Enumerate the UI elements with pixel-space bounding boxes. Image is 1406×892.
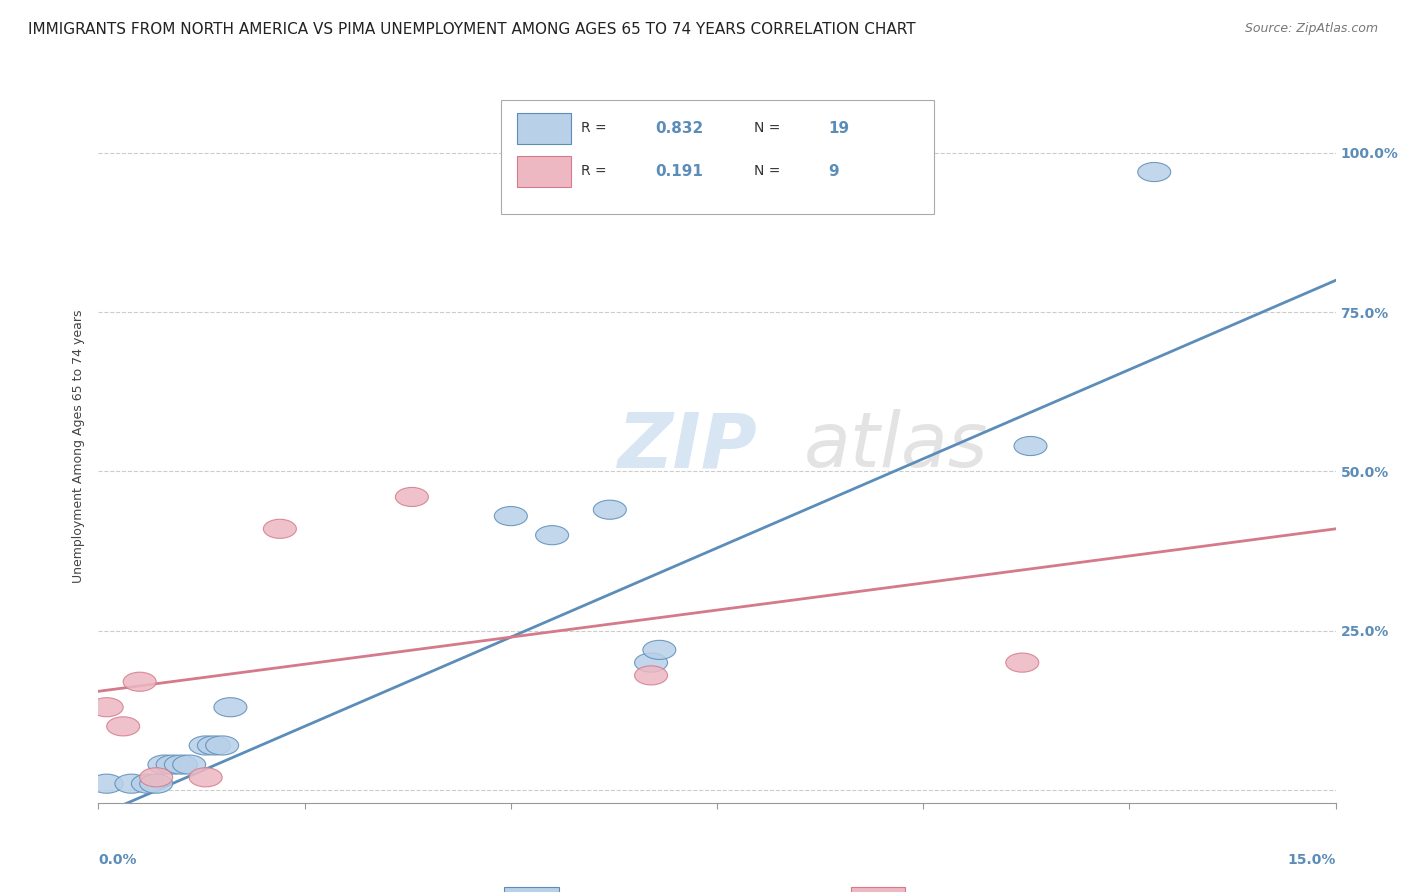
Ellipse shape — [107, 717, 139, 736]
Text: ZIP: ZIP — [619, 409, 758, 483]
Ellipse shape — [124, 673, 156, 691]
Text: 0.0%: 0.0% — [98, 853, 136, 867]
Ellipse shape — [190, 768, 222, 787]
Ellipse shape — [643, 640, 676, 659]
Ellipse shape — [205, 736, 239, 755]
FancyBboxPatch shape — [505, 887, 558, 892]
Ellipse shape — [131, 774, 165, 793]
Ellipse shape — [90, 774, 124, 793]
Ellipse shape — [156, 755, 190, 774]
FancyBboxPatch shape — [851, 887, 905, 892]
Text: R =: R = — [581, 121, 612, 136]
Text: N =: N = — [754, 121, 785, 136]
Ellipse shape — [115, 774, 148, 793]
Ellipse shape — [190, 736, 222, 755]
Ellipse shape — [148, 755, 181, 774]
Ellipse shape — [593, 500, 626, 519]
Text: 19: 19 — [828, 121, 849, 136]
Ellipse shape — [536, 525, 568, 545]
Ellipse shape — [1137, 162, 1171, 182]
Text: IMMIGRANTS FROM NORTH AMERICA VS PIMA UNEMPLOYMENT AMONG AGES 65 TO 74 YEARS COR: IMMIGRANTS FROM NORTH AMERICA VS PIMA UN… — [28, 22, 915, 37]
FancyBboxPatch shape — [516, 155, 571, 187]
Ellipse shape — [90, 698, 124, 717]
Ellipse shape — [395, 487, 429, 507]
Ellipse shape — [214, 698, 247, 717]
Text: 9: 9 — [828, 164, 839, 178]
Text: 15.0%: 15.0% — [1288, 853, 1336, 867]
Text: N =: N = — [754, 164, 785, 178]
FancyBboxPatch shape — [501, 100, 934, 214]
Ellipse shape — [263, 519, 297, 539]
Ellipse shape — [634, 653, 668, 673]
Text: 0.191: 0.191 — [655, 164, 703, 178]
Ellipse shape — [1005, 653, 1039, 673]
Text: atlas: atlas — [804, 409, 988, 483]
Text: R =: R = — [581, 164, 612, 178]
Ellipse shape — [173, 755, 205, 774]
Ellipse shape — [495, 507, 527, 525]
Text: 0.832: 0.832 — [655, 121, 703, 136]
Y-axis label: Unemployment Among Ages 65 to 74 years: Unemployment Among Ages 65 to 74 years — [72, 310, 86, 582]
Ellipse shape — [165, 755, 197, 774]
Ellipse shape — [197, 736, 231, 755]
Ellipse shape — [139, 774, 173, 793]
FancyBboxPatch shape — [516, 112, 571, 145]
Text: Source: ZipAtlas.com: Source: ZipAtlas.com — [1244, 22, 1378, 36]
Ellipse shape — [634, 665, 668, 685]
Ellipse shape — [1014, 436, 1047, 456]
Ellipse shape — [139, 768, 173, 787]
